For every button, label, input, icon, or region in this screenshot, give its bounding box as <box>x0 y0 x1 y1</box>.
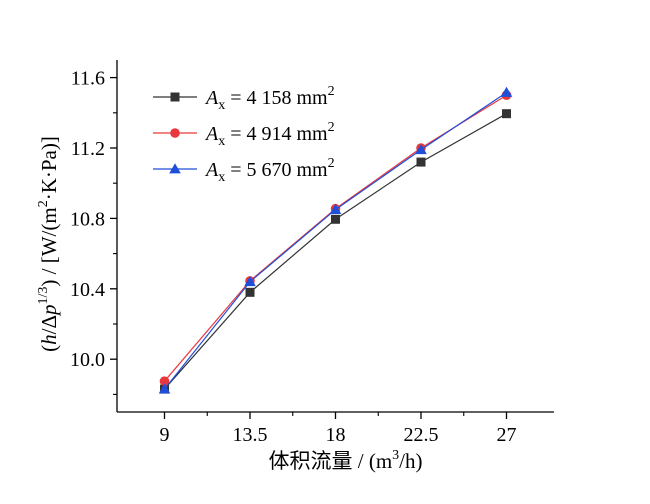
legend-value: = 4 158 mm <box>225 87 328 109</box>
x-tick-label: 13.5 <box>233 424 268 446</box>
legend-item-2: Ax = 4 914 mm2 <box>153 120 335 149</box>
series-layer <box>158 86 513 394</box>
y-title-slash: /Δ <box>37 315 61 334</box>
y-title-sup2: 2 <box>36 200 51 207</box>
y-tick-label: 10.4 <box>70 279 105 301</box>
y-axis-title: (h/Δp1/3) / [W/(m2·K·Pa)] <box>36 136 61 352</box>
y-title-sup: 1/3 <box>36 287 51 305</box>
legend-label: Ax = 5 670 mm2 <box>204 156 335 185</box>
legend-item-1: Ax = 4 158 mm2 <box>153 84 335 113</box>
x-tick-label: 22.5 <box>404 424 439 446</box>
x-title-sup: 3 <box>392 448 399 463</box>
y-title-h: h <box>37 334 61 345</box>
data-point <box>244 275 256 287</box>
legend-sub: x <box>218 98 225 113</box>
data-point <box>329 203 342 214</box>
series-3 <box>158 86 513 394</box>
legend-marker <box>170 92 180 102</box>
y-title-p: p <box>37 305 61 318</box>
legend-var: A <box>204 159 219 181</box>
data-point <box>159 376 170 387</box>
axes: 9 13.5 18 22.5 27 10.0 10.4 10.8 11.2 11.6 <box>70 60 554 446</box>
data-point <box>331 214 340 224</box>
x-axis-title: 体积流量 / (m3/h) <box>269 448 423 473</box>
series-line <box>164 113 507 390</box>
x-tick-label: 27 <box>497 424 517 446</box>
legend-sup: 2 <box>328 120 335 135</box>
y-tick-label: 10.0 <box>70 349 105 371</box>
legend-var: A <box>204 87 219 109</box>
legend-marker <box>170 128 180 138</box>
legend-var: A <box>204 123 219 145</box>
legend-sup: 2 <box>328 156 335 171</box>
y-title-tail: ·K·Pa)] <box>37 136 61 200</box>
legend-label: Ax = 4 914 mm2 <box>204 120 335 149</box>
legend-value: = 5 670 mm <box>225 159 328 181</box>
legend-sup: 2 <box>328 84 335 99</box>
x-title-end: /h) <box>399 449 422 473</box>
legend-value: = 4 914 mm <box>225 123 328 145</box>
y-tick-label: 10.8 <box>70 208 105 230</box>
x-tick-label: 18 <box>326 424 346 446</box>
data-point <box>158 383 171 394</box>
axis-titles: 体积流量 / (m3/h)(h/Δp1/3) / [W/(m2·K·Pa)] <box>36 136 423 473</box>
data-point <box>415 143 427 155</box>
legend-label: Ax = 4 158 mm2 <box>204 84 335 113</box>
legend-item-3: Ax = 5 670 mm2 <box>153 156 335 185</box>
x-title-main: 体积流量 / (m <box>269 449 393 473</box>
y-tick-label: 11.2 <box>71 138 105 160</box>
x-tick-label: 9 <box>160 424 170 446</box>
y-title-open: ( <box>37 345 61 352</box>
data-point <box>416 157 426 167</box>
series-1 <box>160 109 511 394</box>
data-point <box>245 287 255 297</box>
legend-marker <box>169 163 181 174</box>
data-point <box>500 86 513 97</box>
y-tick-label: 11.6 <box>71 68 105 90</box>
data-point <box>502 109 511 119</box>
legend-sub: x <box>218 134 225 149</box>
legend-sub: x <box>218 170 225 185</box>
y-title-close: ) / [W/(m <box>37 207 61 286</box>
